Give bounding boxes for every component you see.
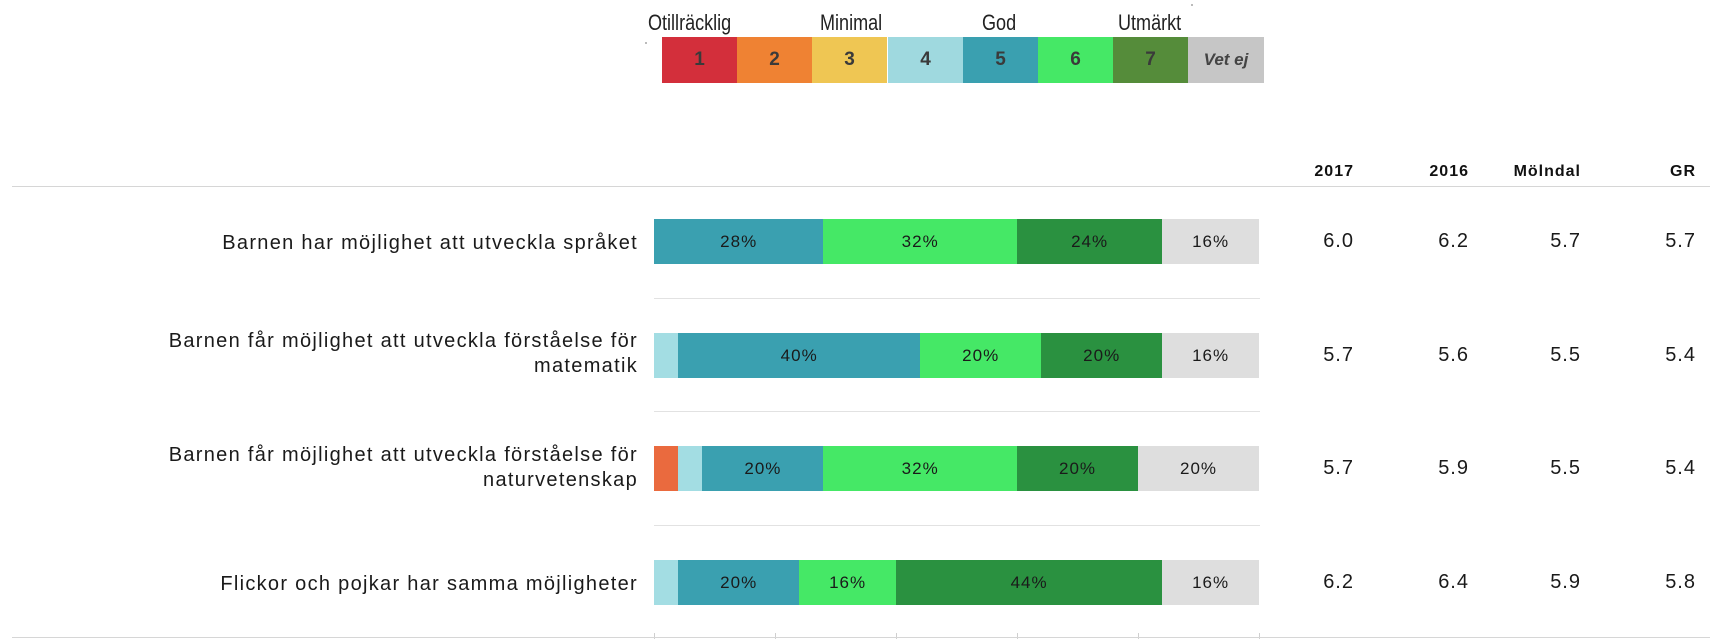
bar-segment-5: 20% bbox=[702, 446, 824, 491]
row-label-line: Barnen får möjlighet att utveckla förstå… bbox=[168, 330, 638, 352]
bar-segment-vet-ej: 20% bbox=[1138, 446, 1259, 491]
row-value-2017: 6.2 bbox=[1323, 571, 1354, 593]
legend-dot bbox=[645, 42, 647, 44]
bar-segment-5: 40% bbox=[678, 333, 921, 378]
legend-scale-label: Minimal bbox=[820, 10, 883, 35]
bar-segment-7: 20% bbox=[1017, 446, 1138, 491]
bar-data-label: 20% bbox=[962, 345, 1000, 365]
header-divider bbox=[12, 186, 1710, 187]
row-value-2017: 5.7 bbox=[1323, 344, 1354, 366]
axis-tick bbox=[1138, 633, 1139, 639]
bar-segment-7: 44% bbox=[896, 560, 1163, 605]
bar-data-label: 20% bbox=[720, 572, 758, 592]
bar-segment-4 bbox=[654, 333, 679, 378]
row-separator bbox=[654, 411, 1260, 412]
bar-segment-4 bbox=[654, 560, 679, 605]
row-value-gr: 5.4 bbox=[1665, 457, 1696, 479]
row-value-mölndal: 5.7 bbox=[1550, 230, 1581, 252]
bar-data-label: 44% bbox=[1010, 572, 1048, 592]
legend-cell-3: 3 bbox=[812, 37, 887, 83]
legend-scale-label: Utmärkt bbox=[1118, 10, 1182, 35]
row-value-2016: 5.6 bbox=[1438, 344, 1469, 366]
bar-segment-5: 20% bbox=[678, 560, 800, 605]
column-header-4: GR bbox=[1670, 163, 1696, 180]
row-label-line: matematik bbox=[534, 355, 638, 377]
bar-segment-vet-ej: 16% bbox=[1162, 333, 1259, 378]
bar-segment-7: 24% bbox=[1017, 219, 1163, 264]
row-label: Barnen får möjlighet att utveckla förstå… bbox=[169, 329, 638, 379]
bar-segment-4 bbox=[678, 446, 703, 491]
bar-data-label: 32% bbox=[901, 231, 939, 251]
row-label-line: naturvetenskap bbox=[483, 469, 638, 491]
row-label-line: Flickor och pojkar har samma möjligheter bbox=[220, 573, 638, 595]
row-value-gr: 5.4 bbox=[1665, 344, 1696, 366]
bar-data-label: 20% bbox=[1083, 345, 1121, 365]
legend-scale-label: Otillräcklig bbox=[648, 10, 732, 35]
row-value-mölndal: 5.5 bbox=[1550, 457, 1581, 479]
bar-data-label: 16% bbox=[829, 572, 867, 592]
legend-cell-5: 5 bbox=[963, 37, 1038, 83]
row-value-gr: 5.8 bbox=[1665, 571, 1696, 593]
row-label: Barnen får möjlighet att utveckla förstå… bbox=[169, 443, 638, 493]
bar-segment-6: 20% bbox=[920, 333, 1042, 378]
bar-data-label: 16% bbox=[1192, 572, 1230, 592]
row-label: Flickor och pojkar har samma möjligheter bbox=[220, 572, 638, 597]
bar-data-label: 24% bbox=[1071, 231, 1109, 251]
legend-scale-label: God bbox=[982, 10, 1017, 35]
axis-tick bbox=[1259, 633, 1260, 639]
row-separator bbox=[654, 525, 1260, 526]
bottom-divider bbox=[12, 637, 1710, 638]
row-value-2016: 5.9 bbox=[1438, 457, 1469, 479]
legend-cell-2: 2 bbox=[737, 37, 812, 83]
legend-cell-8: Vet ej bbox=[1188, 37, 1264, 83]
row-value-2017: 6.0 bbox=[1323, 230, 1354, 252]
bar-data-label: 20% bbox=[744, 458, 782, 478]
bar-data-label: 16% bbox=[1192, 345, 1230, 365]
column-header-1: 2017 bbox=[1314, 163, 1354, 180]
scale-legend: Otillräcklig Minimal God Utmärkt 1 2 3 4 5 6 7 Vet … bbox=[0, 0, 1710, 90]
bar-data-label: 28% bbox=[720, 231, 758, 251]
legend-cell-7: 7 bbox=[1113, 37, 1188, 83]
axis-tick bbox=[654, 633, 655, 639]
bar-segment-6: 32% bbox=[823, 446, 1017, 491]
bar-segment-2 bbox=[654, 446, 679, 491]
bar-segment-7: 20% bbox=[1041, 333, 1163, 378]
bar-data-label: 32% bbox=[901, 458, 939, 478]
bar-segment-vet-ej: 16% bbox=[1162, 560, 1259, 605]
bar-data-label: 40% bbox=[780, 345, 818, 365]
legend-cell-4: 4 bbox=[888, 37, 963, 83]
column-header-3: Mölndal bbox=[1513, 163, 1581, 180]
row-label: Barnen har möjlighet att utveckla språke… bbox=[222, 231, 638, 256]
row-label-line: Barnen får möjlighet att utveckla förstå… bbox=[168, 444, 638, 466]
legend-dot bbox=[1191, 4, 1193, 6]
row-value-mölndal: 5.5 bbox=[1550, 344, 1581, 366]
row-value-mölndal: 5.9 bbox=[1550, 571, 1581, 593]
bar-data-label: 20% bbox=[1058, 458, 1097, 478]
row-value-2017: 5.7 bbox=[1323, 457, 1354, 479]
bar-segment-5: 28% bbox=[654, 219, 824, 264]
row-label-line: Barnen har möjlighet att utveckla språke… bbox=[222, 232, 638, 254]
bar-data-label: 16% bbox=[1192, 231, 1230, 251]
axis-tick bbox=[1017, 633, 1018, 639]
legend-cell-6: 6 bbox=[1038, 37, 1113, 83]
bar-data-label: 20% bbox=[1179, 458, 1218, 478]
row-value-gr: 5.7 bbox=[1665, 230, 1696, 252]
column-header-2: 2016 bbox=[1429, 163, 1469, 180]
bar-segment-vet-ej: 16% bbox=[1162, 219, 1259, 264]
bar-segment-6: 16% bbox=[799, 560, 896, 605]
legend-cell-1: 1 bbox=[662, 37, 737, 83]
row-separator bbox=[654, 298, 1260, 299]
row-value-2016: 6.2 bbox=[1438, 230, 1469, 252]
axis-tick bbox=[896, 633, 897, 639]
axis-tick bbox=[775, 633, 776, 639]
row-value-2016: 6.4 bbox=[1438, 571, 1469, 593]
bar-segment-6: 32% bbox=[823, 219, 1017, 264]
